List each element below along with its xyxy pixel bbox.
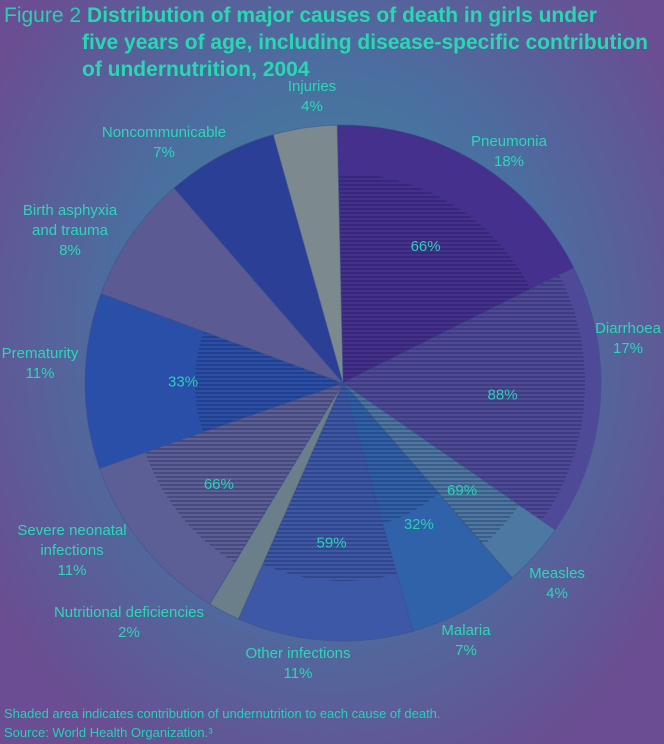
footer-source: Source: World Health Organization.³ — [4, 725, 213, 740]
slice-label-injuries: Injuries 4% — [288, 78, 336, 115]
figure-label: Figure 2 — [4, 4, 82, 27]
undernutrition-shade-other-infections — [262, 383, 397, 582]
undernutrition-shade-diarrhoea — [343, 275, 586, 521]
undernutrition-label-other-infections: 59% — [317, 535, 347, 552]
chart-title-line-3: of undernutrition, 2004 — [82, 58, 310, 81]
undernutrition-label-prematurity: 33% — [168, 374, 198, 391]
undernutrition-label-malaria: 32% — [404, 516, 434, 533]
footer: Shaded area indicates contribution of un… — [4, 704, 441, 742]
slice-label-diarrhoea: Diarrhoea 17% — [595, 320, 662, 357]
slice-label-nutritional-deficiencies: Nutritional deficiencies 2% — [54, 604, 204, 641]
undernutrition-label-pneumonia: 66% — [411, 238, 441, 255]
slice-injuries — [272, 124, 344, 384]
undernutrition-shade-prematurity — [194, 331, 343, 432]
slice-label-malaria: Malaria 7% — [441, 622, 491, 659]
slice-label-other-infections: Other infections 11% — [245, 645, 350, 682]
footer-note: Shaded area indicates contribution of un… — [4, 706, 441, 721]
slice-birth-asphyxia-and-trauma — [100, 187, 344, 384]
title-block: Figure 2 Distribution of major causes of … — [4, 2, 660, 83]
slice-noncommunicable — [173, 134, 344, 384]
undernutrition-shade-measles — [343, 383, 520, 545]
chart-title-line-1: Distribution of major causes of death in… — [87, 4, 597, 27]
slice-label-pneumonia: Pneumonia 18% — [471, 133, 548, 170]
chart-title-line-2: five years of age, including disease-spe… — [82, 31, 648, 54]
undernutrition-shade-severe-neonatal-infections — [145, 383, 343, 563]
slice-label-prematurity: Prematurity 11% — [2, 345, 79, 382]
slice-label-severe-neonatal-infections: Severe neonatal infections 11% — [17, 522, 126, 579]
undernutrition-label-diarrhoea: 88% — [488, 386, 518, 403]
undernutrition-shade-pneumonia — [338, 173, 531, 383]
slice-label-measles: Measles 4% — [529, 565, 585, 602]
undernutrition-shade-malaria — [343, 383, 439, 524]
slice-label-birth-asphyxia-and-trauma: Birth asphyxia and trauma 8% — [23, 202, 118, 259]
slice-label-noncommunicable: Noncommunicable 7% — [102, 124, 226, 161]
undernutrition-label-measles: 69% — [447, 482, 477, 499]
undernutrition-label-severe-neonatal-infections: 66% — [204, 476, 234, 493]
